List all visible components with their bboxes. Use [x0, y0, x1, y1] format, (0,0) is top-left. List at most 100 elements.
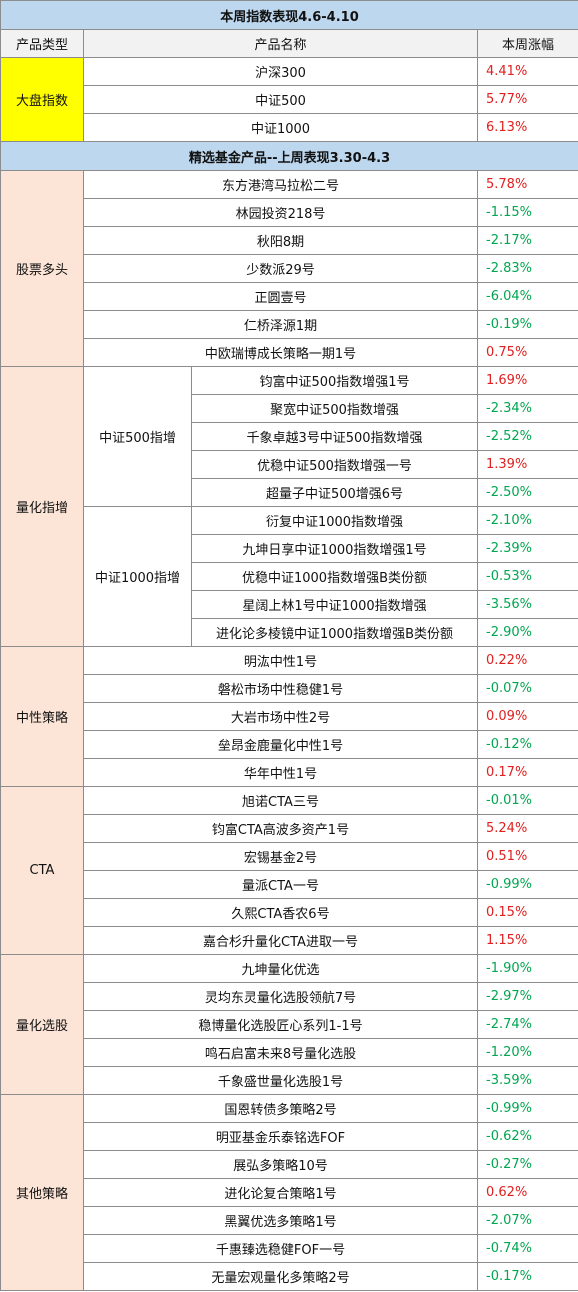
table-row: 少数派29号 -2.83%	[1, 254, 578, 283]
change-value: -1.90%	[477, 954, 578, 983]
product-name: 秋阳8期	[83, 226, 478, 255]
product-name: 衍复中证1000指数增强	[191, 506, 478, 535]
table-row: 中性策略 明汯中性1号 0.22%	[0, 646, 578, 787]
subcategory-csi1000: 中证1000指增	[83, 506, 192, 647]
product-name: 优稳中证500指数增强一号	[191, 450, 478, 479]
product-name: 黑翼优选多策略1号	[83, 1206, 478, 1235]
header-row: 产品类型 产品名称 本周涨幅	[0, 29, 578, 58]
table-row: 灵均东灵量化选股领航7号 -2.97%	[1, 982, 578, 1011]
change-value: -0.19%	[477, 310, 578, 339]
table-row: 中证1000指增 衍复中证1000指数增强 -2.10%	[1, 506, 578, 647]
product-name: 国恩转债多策略2号	[83, 1094, 478, 1123]
table-row: 星阔上林1号中证1000指数增强 -3.56%	[1, 590, 578, 619]
change-value: -2.50%	[477, 478, 578, 507]
product-name: 垒昂金鹿量化中性1号	[83, 730, 478, 759]
table-row: 进化论复合策略1号 0.62%	[1, 1178, 578, 1207]
product-name: 量派CTA一号	[83, 870, 478, 899]
product-name: 无量宏观量化多策略2号	[83, 1262, 478, 1291]
table-row: 优稳中证500指数增强一号 1.39%	[1, 450, 578, 479]
change-value: 4.41%	[477, 57, 578, 86]
category-market-neutral: 中性策略	[0, 646, 84, 787]
change-value: 5.24%	[477, 814, 578, 843]
table-row: 其他策略 国恩转债多策略2号 -0.99%	[0, 1094, 578, 1291]
header-type: 产品类型	[0, 29, 84, 58]
category-index: 大盘指数	[0, 57, 84, 142]
category-quant-index: 量化指增	[0, 366, 84, 647]
table-row: 千象盛世量化选股1号 -3.59%	[1, 1066, 578, 1095]
product-name: 灵均东灵量化选股领航7号	[83, 982, 478, 1011]
table-row: 秋阳8期 -2.17%	[1, 226, 578, 255]
change-value: 1.39%	[477, 450, 578, 479]
change-value: 0.51%	[477, 842, 578, 871]
table-row: 超量子中证500增强6号 -2.50%	[1, 478, 578, 507]
change-value: -0.53%	[477, 562, 578, 591]
change-value: -3.59%	[477, 1066, 578, 1095]
table-row: 无量宏观量化多策略2号 -0.17%	[1, 1262, 578, 1291]
change-value: 6.13%	[477, 113, 578, 142]
change-value: -2.52%	[477, 422, 578, 451]
product-name: 稳博量化选股匠心系列1-1号	[83, 1010, 478, 1039]
product-name: 星阔上林1号中证1000指数增强	[191, 590, 478, 619]
change-value: -2.83%	[477, 254, 578, 283]
table-row: 聚宽中证500指数增强 -2.34%	[1, 394, 578, 423]
product-name: 钧富中证500指数增强1号	[191, 366, 478, 395]
product-name: 九坤日享中证1000指数增强1号	[191, 534, 478, 563]
product-name: 华年中性1号	[83, 758, 478, 787]
table-row: 量派CTA一号 -0.99%	[1, 870, 578, 899]
change-value: -0.99%	[477, 1094, 578, 1123]
change-value: 0.17%	[477, 758, 578, 787]
product-name: 千象卓越3号中证500指数增强	[191, 422, 478, 451]
change-value: 0.22%	[477, 646, 578, 675]
change-value: -1.15%	[477, 198, 578, 227]
product-name: 少数派29号	[83, 254, 478, 283]
product-name: 九坤量化优选	[83, 954, 478, 983]
change-value: -2.17%	[477, 226, 578, 255]
section1-title: 本周指数表现4.6-4.10	[0, 0, 578, 30]
change-value: 5.77%	[477, 85, 578, 114]
change-value: 0.62%	[477, 1178, 578, 1207]
product-name: 中证1000	[83, 113, 478, 142]
category-quant-select: 量化选股	[0, 954, 84, 1095]
change-value: -0.01%	[477, 786, 578, 815]
product-name: 旭诺CTA三号	[83, 786, 478, 815]
change-value: -2.07%	[477, 1206, 578, 1235]
table-row: 钧富CTA高波多资产1号 5.24%	[1, 814, 578, 843]
change-value: -2.34%	[477, 394, 578, 423]
change-value: -0.12%	[477, 730, 578, 759]
product-name: 千惠臻选稳健FOF一号	[83, 1234, 478, 1263]
change-value: -2.39%	[477, 534, 578, 563]
change-value: -0.07%	[477, 674, 578, 703]
product-name: 正圆壹号	[83, 282, 478, 311]
change-value: -2.90%	[477, 618, 578, 647]
table-row: 量化选股 九坤量化优选 -1.90%	[0, 954, 578, 1095]
table-row: 稳博量化选股匠心系列1-1号 -2.74%	[1, 1010, 578, 1039]
product-name: 林园投资218号	[83, 198, 478, 227]
product-name: 鸣石启富未来8号量化选股	[83, 1038, 478, 1067]
header-change: 本周涨幅	[477, 29, 578, 58]
table-row: 千惠臻选稳健FOF一号 -0.74%	[1, 1234, 578, 1263]
product-name: 中欧瑞博成长策略一期1号	[83, 338, 478, 367]
product-name: 进化论复合策略1号	[83, 1178, 478, 1207]
section1-title-row: 本周指数表现4.6-4.10	[0, 0, 578, 30]
table-row: 中证1000 6.13%	[1, 113, 578, 142]
product-name: 明汯中性1号	[83, 646, 478, 675]
product-name: 明亚基金乐泰铭选FOF	[83, 1122, 478, 1151]
change-value: 0.15%	[477, 898, 578, 927]
product-name: 钧富CTA高波多资产1号	[83, 814, 478, 843]
table-row: 明亚基金乐泰铭选FOF -0.62%	[1, 1122, 578, 1151]
subcategory-csi500: 中证500指增	[83, 366, 192, 507]
change-value: -3.56%	[477, 590, 578, 619]
table-row: 林园投资218号 -1.15%	[1, 198, 578, 227]
section2-title: 精选基金产品--上周表现3.30-4.3	[0, 141, 578, 171]
change-value: -1.20%	[477, 1038, 578, 1067]
product-name: 久熙CTA香农6号	[83, 898, 478, 927]
table-row: 中证500 5.77%	[1, 85, 578, 114]
table-row: 九坤日享中证1000指数增强1号 -2.39%	[1, 534, 578, 563]
product-name: 沪深300	[83, 57, 478, 86]
change-value: -0.62%	[477, 1122, 578, 1151]
table-row: 嘉合杉升量化CTA进取一号 1.15%	[1, 926, 578, 955]
product-name: 中证500	[83, 85, 478, 114]
product-name: 宏锡基金2号	[83, 842, 478, 871]
category-other: 其他策略	[0, 1094, 84, 1291]
